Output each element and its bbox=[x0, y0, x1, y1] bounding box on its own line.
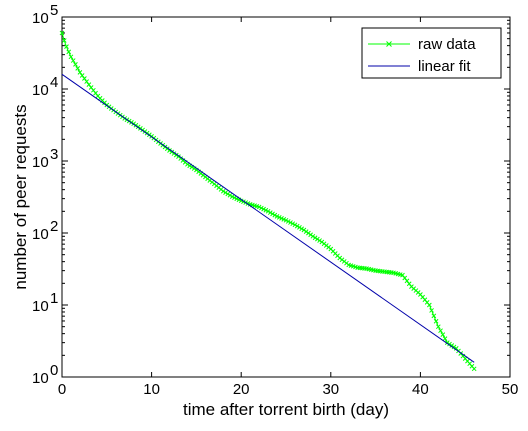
x-tick-label: 50 bbox=[502, 381, 519, 398]
data-point-marker bbox=[431, 313, 437, 319]
data-point-marker bbox=[265, 208, 271, 214]
data-point-marker bbox=[297, 225, 302, 230]
data-point-marker bbox=[84, 79, 89, 84]
data-point-marker bbox=[272, 212, 278, 218]
data-point-marker bbox=[433, 318, 439, 324]
legend-marker-raw-data bbox=[386, 41, 392, 47]
data-point-marker bbox=[73, 61, 78, 67]
series-layer bbox=[59, 30, 477, 372]
data-point-marker bbox=[270, 211, 275, 217]
data-point-marker bbox=[77, 70, 83, 75]
data-point-marker bbox=[64, 44, 69, 49]
y-tick-exponent: 5 bbox=[50, 2, 58, 19]
y-tick-label: 10 bbox=[32, 226, 49, 243]
legend-x-marker bbox=[386, 41, 392, 47]
legend-label-raw-data: raw data bbox=[418, 36, 476, 53]
data-point-marker bbox=[223, 190, 228, 195]
legend-box bbox=[361, 27, 502, 79]
data-point-marker bbox=[315, 236, 320, 242]
data-point-marker bbox=[294, 223, 300, 229]
y-tick-exponent: 3 bbox=[50, 146, 58, 163]
data-point-marker bbox=[440, 332, 446, 338]
data-point-marker bbox=[435, 324, 441, 330]
data-point-marker bbox=[68, 54, 74, 60]
data-point-marker bbox=[427, 302, 432, 308]
data-point-marker bbox=[220, 188, 226, 194]
x-tick-label: 20 bbox=[233, 381, 250, 398]
data-point-marker bbox=[267, 210, 273, 215]
data-point-marker bbox=[442, 336, 448, 342]
x-tick-label: 0 bbox=[58, 381, 66, 398]
data-point-marker bbox=[225, 191, 231, 197]
y-tick-exponent: 0 bbox=[50, 362, 58, 379]
data-point-marker bbox=[429, 308, 434, 313]
legend-label-linear-fit: linear fit bbox=[418, 58, 471, 75]
data-point-marker bbox=[66, 49, 72, 55]
x-tick-label: 10 bbox=[143, 381, 160, 398]
data-point-marker bbox=[82, 76, 87, 81]
data-point-marker bbox=[299, 226, 305, 232]
x-tick-label: 30 bbox=[322, 381, 339, 398]
legend: raw data linear fit bbox=[361, 27, 502, 79]
data-point-marker bbox=[438, 328, 443, 334]
data-point-marker bbox=[59, 30, 65, 36]
data-point-marker bbox=[79, 73, 85, 78]
x-axis-label: time after torrent birth (day) bbox=[183, 400, 389, 419]
data-point-marker bbox=[471, 366, 477, 372]
y-tick-exponent: 1 bbox=[50, 290, 58, 307]
data-point-marker bbox=[75, 66, 81, 71]
y-axis-label: number of peer requests bbox=[11, 104, 30, 289]
series-line-linear-fit bbox=[61, 73, 475, 363]
y-tick-label: 10 bbox=[32, 298, 49, 315]
data-point-marker bbox=[227, 192, 233, 198]
y-tick-label: 10 bbox=[32, 10, 49, 27]
data-point-marker bbox=[61, 38, 67, 43]
data-point-marker bbox=[451, 344, 457, 350]
data-point-marker bbox=[310, 233, 316, 239]
y-tick-label: 10 bbox=[32, 154, 49, 171]
data-point-marker bbox=[292, 222, 298, 228]
y-tick-exponent: 2 bbox=[50, 218, 58, 235]
data-point-marker bbox=[317, 238, 322, 243]
y-tick-label: 10 bbox=[32, 82, 49, 99]
x-tick-label: 40 bbox=[412, 381, 429, 398]
data-point-marker bbox=[449, 343, 455, 348]
y-tick-exponent: 4 bbox=[50, 74, 58, 91]
y-tick-label: 10 bbox=[32, 370, 49, 387]
data-point-marker bbox=[312, 235, 318, 241]
x-axis: 0 10 20 30 40 50 bbox=[58, 17, 519, 398]
data-point-marker bbox=[70, 58, 76, 63]
